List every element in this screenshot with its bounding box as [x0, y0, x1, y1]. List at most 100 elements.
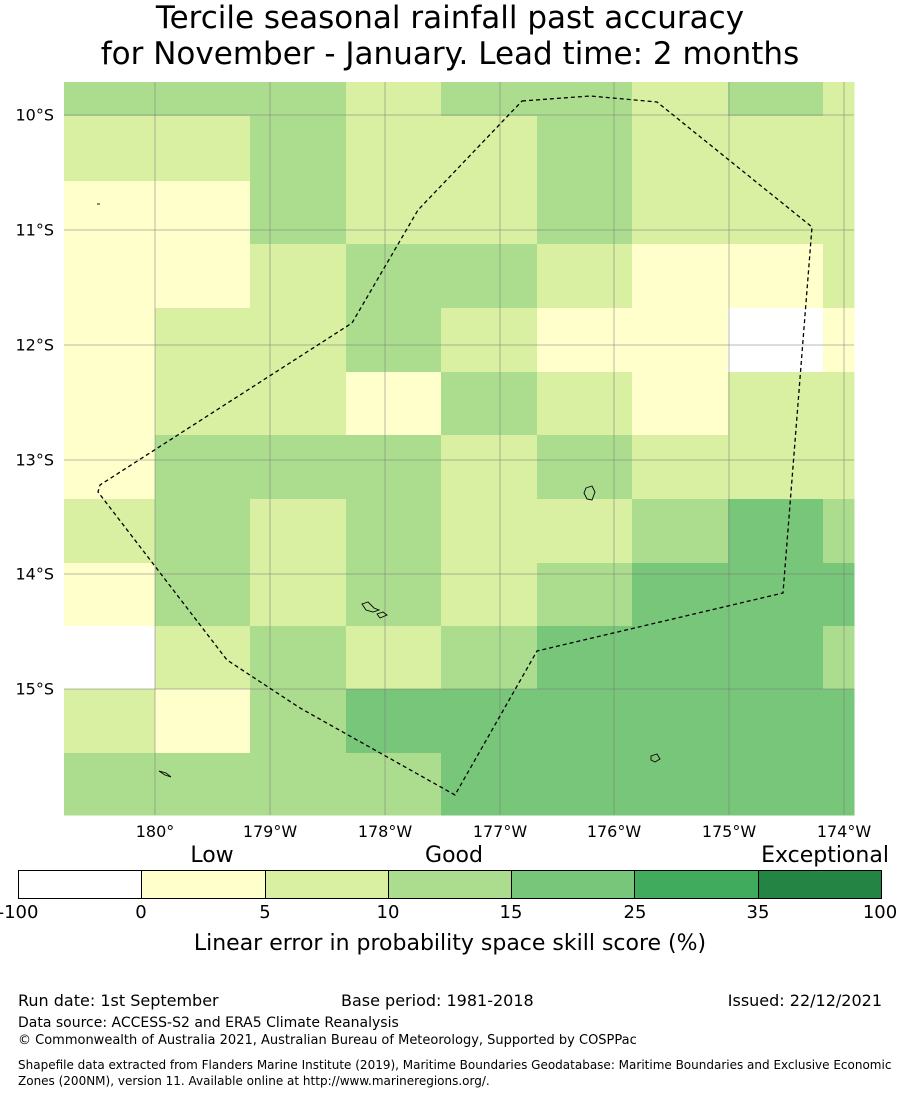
grid-cell	[632, 626, 729, 690]
grid-cell	[823, 244, 855, 309]
lat-label-12s: 12°S	[15, 335, 54, 355]
lon-label-174w: 174°W	[816, 822, 872, 841]
grid-cell	[632, 499, 729, 564]
colorbar-tick: 5	[259, 902, 271, 923]
grid-cell	[155, 753, 251, 816]
grid-cell	[632, 372, 729, 436]
island-tokelau-b	[376, 611, 388, 619]
grid-cell	[155, 435, 251, 500]
grid-cell	[64, 753, 156, 816]
grid-cell	[632, 116, 729, 182]
colorbar-segment	[142, 871, 266, 898]
grid-cell	[632, 82, 729, 117]
grid-cell	[728, 116, 824, 182]
grid-cell	[632, 435, 729, 500]
colorbar-segment	[758, 871, 881, 898]
grid-cell	[346, 689, 442, 754]
grid-cell	[728, 308, 824, 373]
grid-cell	[823, 626, 855, 690]
colorbar	[18, 870, 882, 899]
grid-cell	[441, 181, 538, 245]
grid-cell	[728, 244, 824, 309]
grid-cell	[64, 689, 156, 754]
grid-cell	[155, 689, 251, 754]
grid-cell	[64, 181, 156, 245]
lat-label-11s: 11°S	[15, 220, 54, 240]
grid-cell	[441, 499, 538, 564]
grid-cell	[537, 626, 633, 690]
grid-cell	[155, 181, 251, 245]
run-date: Run date: 1st September	[18, 991, 219, 1010]
grid-cell	[823, 435, 855, 500]
grid-cell	[537, 435, 633, 500]
grid-cell	[155, 499, 251, 564]
lon-label-177w: 177°W	[472, 822, 528, 841]
grid-cell	[250, 626, 347, 690]
grid-cell	[537, 244, 633, 309]
category-exceptional: Exceptional	[761, 843, 889, 868]
grid-cell	[441, 372, 538, 436]
grid-cell	[632, 181, 729, 245]
grid-cell	[632, 753, 729, 816]
grid-cell	[441, 435, 538, 500]
grid-cell	[823, 689, 855, 754]
grid-cell	[346, 116, 442, 182]
grid-cell	[250, 689, 347, 754]
lat-label-14s: 14°S	[15, 564, 54, 584]
colorbar-tick: 35	[746, 902, 770, 923]
grid-cell	[250, 435, 347, 500]
lon-label-178w: 178°W	[357, 822, 413, 841]
grid-cell	[728, 626, 824, 690]
islands	[97, 203, 661, 778]
grid-cell	[632, 689, 729, 754]
colorbar-label: Linear error in probability space skill …	[193, 931, 707, 956]
grid-cell	[346, 435, 442, 500]
grid-cell	[155, 308, 251, 373]
lat-label-10s: 10°S	[15, 105, 54, 125]
grid-cell	[155, 116, 251, 182]
grid-cell	[441, 626, 538, 690]
grid-cell	[346, 82, 442, 117]
colorbar-tick: 10	[376, 902, 400, 923]
map-title-line-2: for November - January. Lead time: 2 mon…	[100, 36, 800, 72]
grid-cell	[632, 308, 729, 373]
colorbar-segment	[635, 871, 759, 898]
grid-cell	[823, 308, 855, 373]
grid-cell	[346, 244, 442, 309]
grid-cell	[823, 116, 855, 182]
graticule	[64, 82, 854, 815]
lat-label-15s: 15°S	[15, 679, 54, 699]
grid-cell	[250, 563, 347, 627]
grid-cell	[155, 563, 251, 627]
copyright: © Commonwealth of Australia 2021, Austra…	[18, 1033, 637, 1048]
grid-cell	[250, 181, 347, 245]
grid-cell	[728, 689, 824, 754]
colorbar-segment	[512, 871, 636, 898]
island-tokelau-a	[361, 601, 381, 613]
grid-cell	[537, 308, 633, 373]
grid-cell	[64, 308, 156, 373]
grid-cell	[537, 563, 633, 627]
grid-cell	[441, 563, 538, 627]
grid-cell	[728, 435, 824, 500]
grid-cell	[346, 563, 442, 627]
colorbar-tick: -100	[0, 902, 39, 923]
grid-cell	[250, 116, 347, 182]
grid-cell	[537, 372, 633, 436]
grid-cell	[64, 372, 156, 436]
lon-label-175w: 175°W	[701, 822, 757, 841]
grid-cell	[155, 372, 251, 436]
grid-cell	[728, 372, 824, 436]
island-west	[158, 770, 172, 778]
category-good: Good	[425, 843, 483, 868]
grid-cell	[64, 435, 156, 500]
grid-cell	[823, 563, 855, 627]
category-low: Low	[190, 843, 234, 868]
grid-cell	[346, 181, 442, 245]
island-swains	[583, 485, 596, 501]
lon-label-180: 180°	[135, 822, 175, 841]
grid-cell	[537, 181, 633, 245]
grid-cell	[823, 181, 855, 245]
issued-date: Issued: 22/12/2021	[727, 991, 882, 1010]
data-source: Data source: ACCESS-S2 and ERA5 Climate …	[18, 1015, 399, 1031]
